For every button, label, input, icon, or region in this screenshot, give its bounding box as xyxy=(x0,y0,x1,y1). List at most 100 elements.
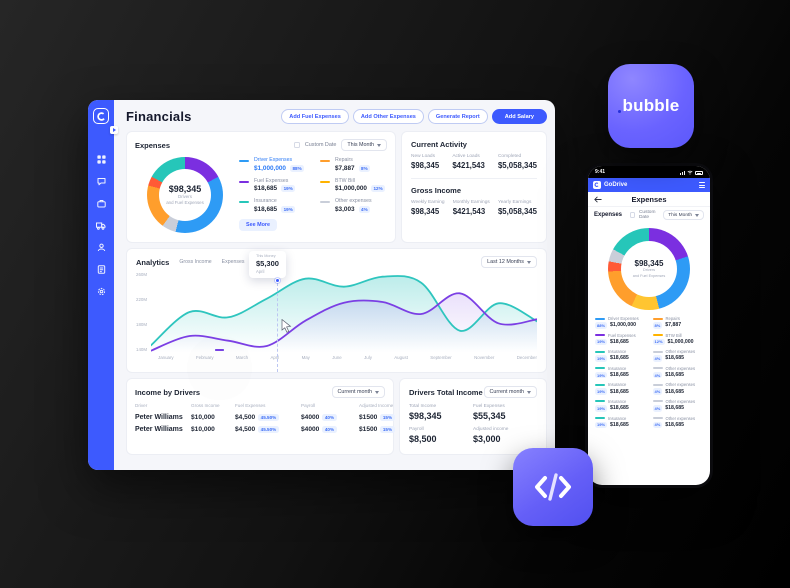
menu-icon[interactable] xyxy=(699,182,705,188)
page-title: Financials xyxy=(126,109,192,124)
phone-legend-item[interactable]: Other expenses 4% $18,685 xyxy=(652,398,696,412)
reports-icon[interactable] xyxy=(96,264,107,275)
donut-center-value: $98,345 xyxy=(168,184,202,195)
col-fuel-expenses: Fuel Expenses xyxy=(235,403,266,408)
x-tick: June xyxy=(332,355,342,360)
income-by-drivers-title: Income by Drivers xyxy=(135,387,201,397)
phone-app-bar: GoDrive xyxy=(588,178,710,192)
settings-gear-icon[interactable] xyxy=(96,286,107,297)
chevron-down-icon xyxy=(375,390,379,394)
header-actions: Add Fuel Expenses Add Other Expenses Gen… xyxy=(281,109,547,124)
divider xyxy=(411,178,537,179)
phone-legend-item[interactable]: Insurance 19% $18,685 xyxy=(595,398,629,412)
phone-legend-item[interactable]: Other expenses 4% $18,685 xyxy=(652,349,696,362)
analytics-card: Analytics Gross Income Expenses Last 12 … xyxy=(126,248,547,373)
expenses-donut-chart[interactable]: $98,345 Drivers and Fuel Expenses xyxy=(147,157,223,233)
phone-controls: Expenses Custom Date This Month xyxy=(588,207,710,223)
current-activity-title: Current Activity xyxy=(411,140,467,149)
phone-legend-item[interactable]: Insurance 19% $18,685 xyxy=(595,365,629,379)
briefcase-icon[interactable] xyxy=(96,198,107,209)
phone-legend-item[interactable]: Driver Expenses 88% $1,000,000 xyxy=(595,316,639,329)
financials-dashboard-window: Financials Add Fuel Expenses Add Other E… xyxy=(88,100,555,470)
legend-item[interactable]: Fuel Expenses $18,685 19% xyxy=(239,178,306,192)
analytics-title: Analytics xyxy=(136,257,170,267)
dashboard-main: Financials Add Fuel Expenses Add Other E… xyxy=(114,100,555,470)
phone-legend: Driver Expenses 88% $1,000,000 Repairs 8% $7,… xyxy=(588,314,710,429)
col-gross-income: Gross Income xyxy=(191,403,220,408)
donut-center-line1: Drivers xyxy=(178,194,192,200)
sidebar xyxy=(88,100,118,470)
chart-tooltip: This Money $5,300 April xyxy=(249,251,286,278)
x-tick: September xyxy=(430,355,452,360)
legend-item[interactable]: Driver Expenses $1,000,000 88% xyxy=(239,157,306,172)
legend-gross-income: Gross Income xyxy=(179,259,224,351)
sidebar-expand-button[interactable] xyxy=(110,126,118,134)
custom-date-checkbox[interactable] xyxy=(293,142,300,148)
gross-income-title: Gross Income xyxy=(411,186,462,195)
see-more-button[interactable]: See More xyxy=(239,218,277,231)
stat-completed: Completed $5,058,345 xyxy=(497,154,537,170)
phone-mockup: 9:41 GoDrive Expenses Expenses xyxy=(585,163,713,488)
app-logo-icon[interactable] xyxy=(93,108,109,124)
y-tick: 220M xyxy=(136,297,147,302)
stat-weekly-earning: Weekly Earning $98,345 xyxy=(411,200,445,216)
phone-expenses-tab[interactable]: Expenses xyxy=(594,212,623,218)
stat-payroll: Payroll $8,500 xyxy=(409,427,437,444)
phone-expenses-donut[interactable]: $98,345 Drivers and Fuel Expenses xyxy=(608,228,690,310)
phone-donut-value: $98,345 xyxy=(634,259,664,269)
dashboard-icon[interactable] xyxy=(96,154,107,165)
phone-legend-item[interactable]: Other expenses 4% $18,685 xyxy=(652,415,696,429)
x-tick: March xyxy=(235,355,249,360)
phone-period-dropdown[interactable]: This Month xyxy=(663,210,704,220)
stat-total-income: Total Income $98,345 xyxy=(409,404,442,421)
legend-item[interactable]: Insurance $18,685 19% xyxy=(239,198,306,213)
y-tick: 180M xyxy=(136,322,147,327)
stat-monthly-earnings: Monthly Earnings $421,543 xyxy=(452,200,490,216)
analytics-period-dropdown[interactable]: Last 12 Months xyxy=(481,256,537,268)
phone-legend-item[interactable]: Insurance 19% $18,685 xyxy=(595,415,629,429)
phone-legend-item[interactable]: Fuel Expenses 19% $18,685 xyxy=(595,332,636,346)
truck-icon[interactable] xyxy=(96,220,107,231)
messages-icon[interactable] xyxy=(96,176,107,187)
phone-custom-date-checkbox[interactable] xyxy=(630,212,635,218)
phone-legend-item[interactable]: BTW Bill 12% $1,000,000 xyxy=(652,332,694,346)
back-arrow-icon[interactable] xyxy=(594,196,602,203)
x-tick: December xyxy=(516,355,537,360)
expenses-card-title: Expenses xyxy=(135,140,171,150)
drivers-total-income-card: Drivers Total Income Current month Total… xyxy=(399,378,547,455)
phone-legend-item[interactable]: Insurance 19% $18,685 xyxy=(595,382,629,395)
x-tick: April xyxy=(270,355,280,360)
wifi-icon xyxy=(687,170,693,175)
legend-item[interactable]: BTW Bill $1,000,000 12% xyxy=(320,178,387,192)
drivers-period-dropdown[interactable]: Current month xyxy=(331,386,385,398)
add-fuel-expenses-button[interactable]: Add Fuel Expenses xyxy=(281,109,349,124)
col-payroll: Payroll xyxy=(301,403,316,408)
godrive-brand: GoDrive xyxy=(604,182,628,188)
sidebar-nav xyxy=(96,154,107,297)
table-row-driver-name[interactable]: Peter Williams xyxy=(135,413,183,421)
phone-legend-item[interactable]: Other expenses 4% $18,685 xyxy=(652,382,696,395)
drivers-icon[interactable] xyxy=(96,242,107,253)
stat-yearly-earnings: Yearly Earnings $5,058,345 xyxy=(497,200,537,216)
x-tick: November xyxy=(474,355,495,360)
x-tick: July xyxy=(364,355,372,360)
y-tick: 140M xyxy=(136,347,147,352)
stat-fuel-expenses: Fuel Expenses $55,345 xyxy=(473,404,506,421)
legend-item[interactable]: Other expenses $3,003 4% xyxy=(320,198,387,213)
add-other-expenses-button[interactable]: Add Other Expenses xyxy=(352,109,424,124)
phone-legend-item[interactable]: Other expenses 4% $18,685 xyxy=(652,365,696,379)
drivers-table: Driver Gross Income Fuel Expenses Payrol… xyxy=(135,403,395,433)
expenses-period-dropdown[interactable]: This Month xyxy=(341,139,387,151)
x-tick: August xyxy=(394,355,408,360)
legend-item[interactable]: Repairs $7,887 8% xyxy=(320,157,387,172)
battery-icon xyxy=(695,170,703,175)
phone-legend-item[interactable]: Insurance 19% $18,685 xyxy=(595,349,629,362)
analytics-line-chart[interactable] xyxy=(150,272,537,352)
total-income-period-dropdown[interactable]: Current month xyxy=(483,386,537,398)
phone-legend-item[interactable]: Repairs 8% $7,887 xyxy=(652,316,682,329)
add-salary-button[interactable]: Add Salary xyxy=(491,109,547,124)
generate-report-button[interactable]: Generate Report xyxy=(427,109,488,124)
donut-center-line2: and Fuel Expenses xyxy=(166,200,204,205)
table-row-driver-name[interactable]: Peter Williams xyxy=(135,425,183,433)
